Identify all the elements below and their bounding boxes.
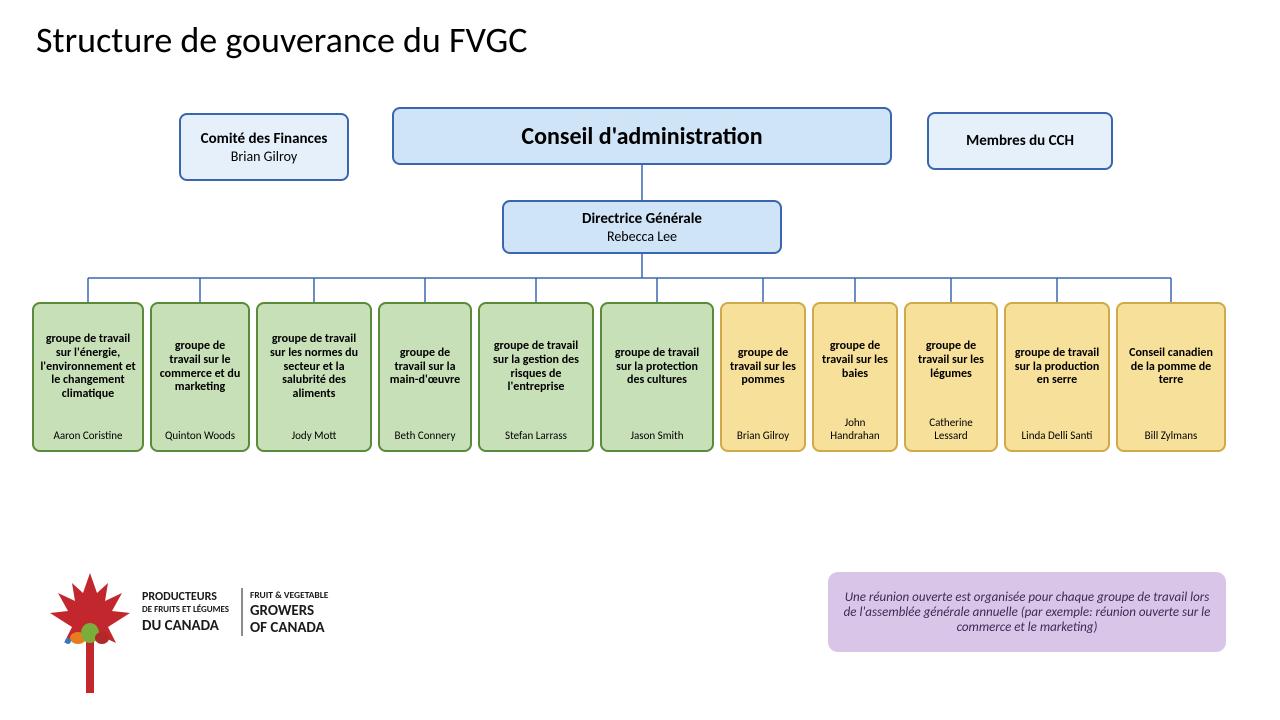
fvgc-logo: PRODUCTEURS DE FRUITS ET LÉGUMES DU CANA…: [50, 560, 370, 705]
group-title: Conseil canadien de la pomme de terre: [1124, 310, 1218, 425]
group-box-brm: groupe de travail sur la gestion des ris…: [478, 302, 594, 452]
members-box: Membres du CCH: [927, 112, 1113, 170]
group-box-apples: groupe de travail sur les pommes Brian Gi…: [720, 302, 806, 452]
logo-en-3: OF CANADA: [250, 619, 326, 637]
group-box-crop: groupe de travail sur la protection des …: [600, 302, 714, 452]
finance-committee-box: Comité des Finances Brian Gilroy: [179, 113, 349, 181]
group-person: Catherine Lessard: [912, 416, 990, 442]
group-box-labour: groupe de travail sur la main-d'œuvre Bet…: [378, 302, 472, 452]
director-box: Directrice Générale Rebecca Lee: [502, 200, 782, 254]
group-title: groupe de travail sur la protection des …: [608, 310, 706, 425]
logo-en-2: GROWERS: [250, 602, 314, 620]
group-box-greenhouse: groupe de travail sur la production en s…: [1004, 302, 1110, 452]
logo-fr-2: DE FRUITS ET LÉGUMES: [142, 603, 229, 615]
board-box: Conseil d'administration: [392, 107, 892, 165]
group-person: Quinton Woods: [165, 429, 235, 442]
logo-fr-3: DU CANADA: [142, 617, 220, 635]
group-title: groupe de travail sur la production en s…: [1012, 310, 1102, 425]
group-title: groupe de travail sur la gestion des ris…: [486, 310, 586, 425]
group-person: Bill Zylmans: [1145, 429, 1198, 442]
group-box-trade: groupe de travail sur le commerce et du …: [150, 302, 250, 452]
group-person: Aaron Coristine: [54, 429, 123, 442]
group-person: Jason Smith: [631, 429, 684, 442]
group-box-potato: Conseil canadien de la pomme de terre Bil…: [1116, 302, 1226, 452]
footnote-text: Une réunion ouverte est organisée pour c…: [842, 590, 1212, 635]
finance-title: Comité des Finances: [201, 130, 328, 148]
director-title: Directrice Générale: [582, 210, 702, 228]
director-person: Rebecca Lee: [607, 228, 677, 245]
page-title: Structure de gouverance du FVGC: [36, 18, 527, 62]
group-title: groupe de travail sur les baies: [820, 310, 890, 412]
group-person: John Handrahan: [820, 416, 890, 442]
board-title: Conseil d'administration: [521, 122, 762, 151]
logo-en-1: FRUIT & VEGETABLE: [250, 589, 329, 601]
group-box-energy: groupe de travail sur l'énergie, l'envir…: [32, 302, 144, 452]
group-person: Jody Mott: [292, 429, 337, 442]
group-person: Stefan Larrass: [505, 429, 567, 442]
group-box-food: groupe de travail sur les normes du sect…: [256, 302, 372, 452]
group-title: groupe de travail sur la main-d'œuvre: [386, 310, 464, 425]
members-title: Membres du CCH: [966, 132, 1074, 150]
group-title: groupe de travail sur l'énergie, l'envir…: [40, 310, 136, 425]
group-box-berries: groupe de travail sur les baies John Hand…: [812, 302, 898, 452]
finance-person: Brian Gilroy: [231, 148, 298, 165]
footnote: Une réunion ouverte est organisée pour c…: [828, 572, 1226, 652]
logo-fr-1: PRODUCTEURS: [142, 590, 217, 604]
group-title: groupe de travail sur les légumes: [912, 310, 990, 412]
group-box-veg: groupe de travail sur les légumes Catheri…: [904, 302, 998, 452]
group-person: Linda Delli Santi: [1022, 429, 1093, 442]
group-person: Beth Connery: [395, 429, 456, 442]
group-title: groupe de travail sur le commerce et du …: [158, 310, 242, 425]
group-title: groupe de travail sur les pommes: [728, 310, 798, 425]
group-person: Brian Gilroy: [737, 429, 789, 442]
group-title: groupe de travail sur les normes du sect…: [264, 310, 364, 425]
